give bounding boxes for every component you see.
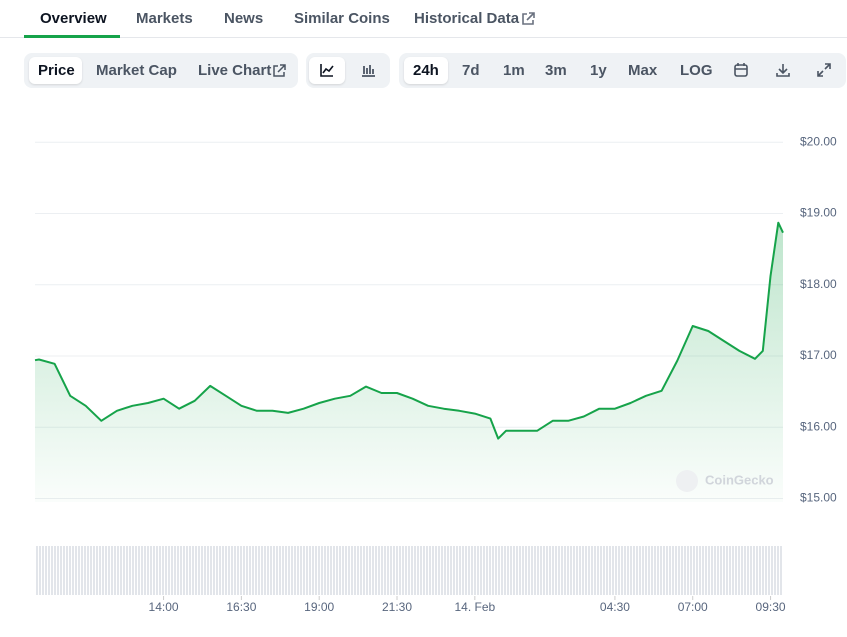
tab[interactable]: Similar Coins xyxy=(294,10,390,27)
y-tick-label: $16.00 xyxy=(800,419,837,433)
tab-active-underline xyxy=(24,35,120,38)
tab[interactable]: Overview xyxy=(40,10,107,27)
tab[interactable]: News xyxy=(224,10,264,27)
watermark-text: CoinGecko xyxy=(705,472,774,487)
range-button[interactable]: 3m xyxy=(545,62,567,79)
x-tick-label: 09:30 xyxy=(756,600,786,614)
external-icon xyxy=(273,64,286,77)
line-chart-icon[interactable] xyxy=(319,62,335,78)
x-tick-label: 14:00 xyxy=(149,600,179,614)
area xyxy=(35,222,783,502)
range-button[interactable]: 7d xyxy=(462,62,480,79)
price-line xyxy=(34,221,784,440)
volume-area xyxy=(35,546,783,595)
tab[interactable]: Historical Data xyxy=(414,10,520,27)
y-tick-label: $17.00 xyxy=(800,348,837,362)
tab-underline xyxy=(0,37,847,38)
button[interactable]: Market Cap xyxy=(96,62,177,79)
download-icon[interactable] xyxy=(775,62,791,78)
x-tick-label: 16:30 xyxy=(226,600,256,614)
selected-bg xyxy=(404,57,448,84)
y-tick-label: $19.00 xyxy=(800,206,837,220)
toolbar-group xyxy=(399,53,846,88)
tab[interactable]: Markets xyxy=(136,10,193,27)
range-button[interactable]: 1y xyxy=(590,62,607,79)
range-button[interactable]: Max xyxy=(628,62,658,79)
x-tick-label: 14. Feb xyxy=(454,600,495,614)
range-button[interactable]: LOG xyxy=(680,62,713,79)
selected-bg xyxy=(29,57,82,84)
x-tick-label: 07:00 xyxy=(678,600,708,614)
range-button[interactable]: 24h xyxy=(413,62,439,79)
candle-chart-icon[interactable] xyxy=(360,62,376,78)
calendar-icon[interactable] xyxy=(733,62,749,78)
y-tick-label: $15.00 xyxy=(800,491,837,505)
fullscreen-icon[interactable] xyxy=(816,62,832,78)
y-tick-label: $20.00 xyxy=(800,134,837,148)
button[interactable]: Live Chart xyxy=(198,62,272,79)
x-tick-label: 19:00 xyxy=(304,600,334,614)
y-tick-label: $18.00 xyxy=(800,277,837,291)
external-icon xyxy=(522,12,535,25)
button[interactable]: Price xyxy=(38,62,75,79)
range-button[interactable]: 1m xyxy=(503,62,525,79)
x-tick-label: 21:30 xyxy=(382,600,412,614)
x-tick-label: 04:30 xyxy=(600,600,630,614)
watermark: CoinGecko xyxy=(676,470,774,492)
